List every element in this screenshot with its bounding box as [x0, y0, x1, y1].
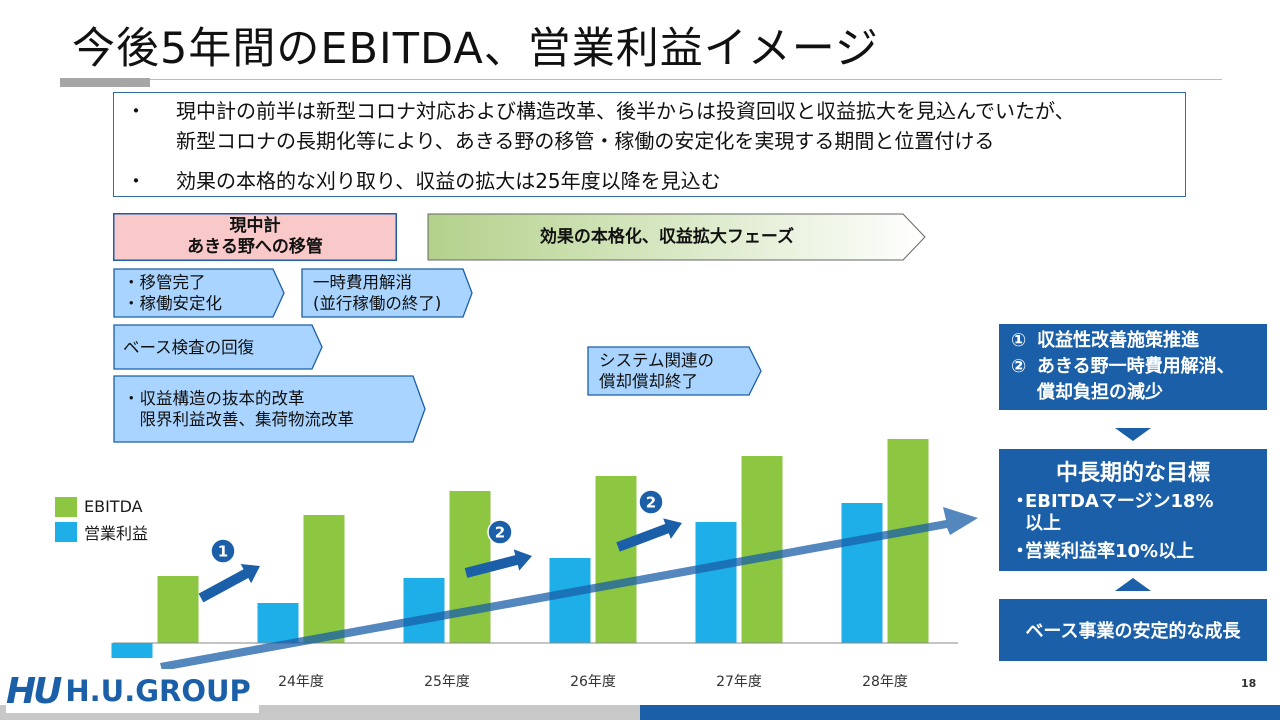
measures-box: ① 収益性改善施策推進 ② あきる野一時費用解消、 償却負担の減少 [999, 324, 1267, 410]
title-accent-bar [60, 78, 150, 87]
target-item-2: ・ 営業利益率10%以上 [1011, 541, 1194, 563]
chart-legend: EBITDA 営業利益 [55, 494, 148, 544]
badge-1-icon [210, 538, 236, 564]
callout-one-time-cost-line2: (並行稼働の終了) [313, 294, 442, 313]
measure-row-2: ② あきる野一時費用解消、 [1011, 354, 1267, 380]
callout-structure-reform-line1: ・収益構造の抜本的改革 [123, 389, 305, 408]
small-arrow-shape [198, 563, 260, 603]
target-heading: 中長期的な目標 [1055, 461, 1210, 486]
callout-one-time-cost-line1: 一時費用解消 [313, 273, 412, 292]
callout-one-time-cost: 一時費用解消 (並行稼働の終了) [301, 268, 473, 318]
bar-ebitda [741, 456, 783, 643]
callout-system-depreciation-line1: システム関連の [599, 351, 715, 370]
callout-base-testing-label: ベース検査の回復 [123, 337, 255, 357]
phase-current-plan: 現中計 あきる野への移管 [113, 213, 397, 261]
logo-text: H.U.GROUP [65, 674, 251, 708]
bar-operating-profit [549, 558, 591, 643]
bar-operating-profit [695, 522, 737, 643]
bar-ebitda [887, 439, 929, 643]
target-text: EBITDAマージン18% [1025, 491, 1214, 512]
page-number: 18 [1241, 677, 1257, 690]
x-tick-label: 27年度 [716, 674, 762, 690]
down-triangle-icon [1115, 428, 1151, 441]
bar-operating-profit [841, 503, 883, 643]
phase-growth-label: 効果の本格化、収益拡大フェーズ [539, 226, 795, 247]
measure-text: あきる野一時費用解消、 [1037, 356, 1235, 377]
legend-item-operating-profit: 営業利益 [55, 519, 148, 544]
callout-structure-reform-line2: 限界利益改善、集荷物流改革 [123, 410, 355, 429]
measure-num [1011, 380, 1037, 406]
small-arrow-2a-icon [464, 549, 532, 578]
bar-operating-profit [111, 643, 153, 658]
target-dot [1011, 513, 1025, 535]
bullet-text: 現中計の前半は新型コロナ対応および構造改革、後半からは投資回収と収益拡大を見込ん… [176, 99, 1075, 123]
summary-box: ・ 現中計の前半は新型コロナ対応および構造改革、後半からは投資回収と収益拡大を見… [113, 92, 1186, 197]
bullet-text: 効果の本格的な刈り取り、収益の拡大は25年度以降を見込む [176, 169, 721, 193]
phase-current-plan-line2: あきる野への移管 [187, 237, 323, 257]
small-arrow-2b-icon [616, 518, 682, 552]
measure-num: ② [1011, 356, 1027, 377]
bar-ebitda [595, 476, 637, 643]
x-tick-label: 24年度 [278, 674, 324, 690]
callout-migration: ・移管完了 ・稼働安定化 [113, 268, 285, 318]
base-growth-box: ベース事業の安定的な成長 [999, 599, 1267, 661]
phase-growth-arrow: 効果の本格化、収益拡大フェーズ [427, 213, 927, 261]
target-box: 中長期的な目標 ・ EBITDAマージン18% 以上 ・ 営業利益率10%以上 [999, 449, 1267, 571]
badge-2b-icon-label: 2 [646, 494, 656, 512]
badge-2a-icon [487, 519, 513, 545]
measure-row-3: 償却負担の減少 [1011, 380, 1267, 406]
small-arrow-shape [464, 549, 532, 578]
target-dot: ・ [1011, 491, 1029, 512]
callout-migration-line1: ・移管完了 [123, 273, 206, 292]
bar-ebitda [303, 515, 345, 643]
bar-operating-profit [403, 578, 445, 643]
callout-system-depreciation-line2: 償却償却終了 [599, 372, 698, 391]
measure-row-1: ① 収益性改善施策推進 [1011, 328, 1267, 354]
footer-bar-blue [640, 705, 1280, 720]
small-arrow-1-icon [198, 563, 260, 603]
target-text: 以上 [1025, 513, 1061, 534]
x-tick-label: 25年度 [424, 674, 470, 690]
bullet-dot: ・ [126, 99, 146, 123]
legend-label-ebitda: EBITDA [84, 497, 143, 516]
legend-label-operating-profit: 営業利益 [84, 523, 149, 543]
target-item-1-cont: 以上 [1011, 513, 1061, 535]
target-text: 営業利益率10%以上 [1025, 541, 1195, 562]
bar-operating-profit [257, 603, 299, 643]
badge-1-icon-label: 1 [218, 543, 228, 561]
bar-ebitda [157, 576, 199, 643]
small-arrow-shape [616, 518, 682, 552]
legend-swatch-operating-profit [55, 521, 77, 542]
bullet-dot: ・ [126, 169, 146, 193]
measure-text: 償却負担の減少 [1037, 382, 1163, 403]
x-tick-label: 28年度 [862, 674, 908, 690]
target-dot: ・ [1011, 541, 1029, 562]
company-logo: HU H.U.GROUP [6, 669, 259, 713]
target-item-1: ・ EBITDAマージン18% [1011, 491, 1214, 513]
page-title: 今後5年間のEBITDA、営業利益イメージ [72, 24, 879, 74]
callout-migration-line2: ・稼働安定化 [123, 294, 222, 313]
up-triangle-icon [1115, 578, 1151, 591]
measure-num: ① [1011, 330, 1027, 351]
badge-2b-icon [638, 489, 664, 515]
title-underline [60, 79, 1222, 80]
callout-base-testing: ベース検査の回復 [113, 324, 323, 370]
callout-structure-reform: ・収益構造の抜本的改革 限界利益改善、集荷物流改革 [113, 375, 426, 443]
base-growth-label: ベース事業の安定的な成長 [1025, 621, 1241, 642]
bullet-text: 新型コロナの長期化等により、あきる野の移管・稼働の安定化を実現する期間と位置付け… [176, 129, 995, 153]
badge-2a-icon-label: 2 [495, 524, 505, 542]
x-tick-label: 26年度 [570, 674, 616, 690]
legend-item-ebitda: EBITDA [55, 494, 148, 519]
callout-system-depreciation: システム関連の 償却償却終了 [587, 346, 762, 396]
trend-arrow-icon [160, 507, 978, 671]
legend-swatch-ebitda [55, 496, 77, 517]
logo-mark: HU [6, 670, 62, 712]
measure-text: 収益性改善施策推進 [1037, 330, 1199, 351]
phase-current-plan-line1: 現中計 [229, 216, 281, 236]
